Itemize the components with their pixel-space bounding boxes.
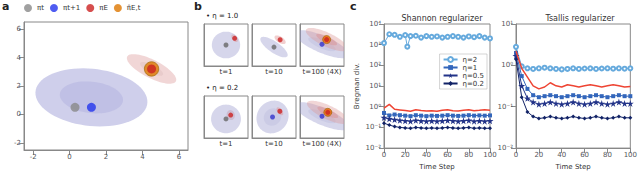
svg-text:a: a <box>2 0 9 13</box>
svg-text:10¹: 10¹ <box>369 82 381 90</box>
svg-text:20: 20 <box>534 151 543 159</box>
svg-text:t=10: t=10 <box>265 68 283 76</box>
svg-text:c: c <box>350 0 357 13</box>
svg-text:η=0.5: η=0.5 <box>463 72 484 80</box>
svg-text:80: 80 <box>603 151 612 159</box>
svg-text:60: 60 <box>580 151 589 159</box>
svg-text:2: 2 <box>104 153 108 161</box>
svg-text:t=1: t=1 <box>219 68 232 76</box>
svg-text:0: 0 <box>514 151 518 159</box>
svg-text:6: 6 <box>17 25 22 33</box>
svg-text:100: 100 <box>483 151 496 159</box>
svg-text:0: 0 <box>382 151 386 159</box>
svg-text:4: 4 <box>17 54 22 62</box>
svg-text:60: 60 <box>443 151 452 159</box>
svg-text:100: 100 <box>624 151 637 159</box>
svg-text:10¹: 10¹ <box>501 20 513 28</box>
svg-text:20: 20 <box>401 151 410 159</box>
svg-text:Time Step: Time Step <box>555 163 592 171</box>
svg-text:πt+1: πt+1 <box>63 4 80 12</box>
svg-text:Shannon regularizer: Shannon regularizer <box>402 14 484 23</box>
svg-text:10⁰: 10⁰ <box>501 61 513 69</box>
svg-text:Time Step: Time Step <box>418 163 455 171</box>
svg-text:10⁻²: 10⁻² <box>366 144 382 152</box>
svg-text:10⁻¹: 10⁻¹ <box>366 123 382 131</box>
svg-text:-2: -2 <box>14 139 21 147</box>
svg-text:0: 0 <box>67 153 71 161</box>
svg-text:10⁻¹: 10⁻¹ <box>498 103 514 111</box>
svg-text:η=0.2: η=0.2 <box>463 80 484 88</box>
svg-text:π̄E,t: π̄E,t <box>127 4 141 12</box>
svg-text:6: 6 <box>177 153 182 161</box>
svg-text:10⁰: 10⁰ <box>369 103 381 111</box>
svg-text:10³: 10³ <box>369 41 381 49</box>
svg-text:-2: -2 <box>30 153 37 161</box>
svg-text:40: 40 <box>557 151 566 159</box>
svg-text:t=1: t=1 <box>219 140 232 148</box>
svg-text:Bregman div.: Bregman div. <box>353 63 361 109</box>
svg-text:10²: 10² <box>369 61 381 69</box>
svg-text:0: 0 <box>17 110 21 118</box>
svg-text:t=10: t=10 <box>265 140 283 148</box>
svg-text:2: 2 <box>17 82 21 90</box>
svg-text:t=100 (4X): t=100 (4X) <box>303 140 342 148</box>
svg-text:πE: πE <box>99 4 108 12</box>
svg-text:10⁴: 10⁴ <box>369 20 381 28</box>
svg-text:t=100 (4X): t=100 (4X) <box>303 68 342 76</box>
svg-text:• η = 0.2: • η = 0.2 <box>206 84 238 92</box>
svg-text:80: 80 <box>464 151 473 159</box>
svg-text:b: b <box>194 0 202 13</box>
svg-text:πt: πt <box>37 4 44 12</box>
svg-text:• η = 1.0: • η = 1.0 <box>206 12 238 20</box>
svg-text:10⁻²: 10⁻² <box>498 144 514 152</box>
svg-text:40: 40 <box>422 151 431 159</box>
svg-text:η=2: η=2 <box>463 56 478 64</box>
svg-text:4: 4 <box>140 153 145 161</box>
svg-text:Tsallis regularizer: Tsallis regularizer <box>544 14 615 23</box>
svg-text:η=1: η=1 <box>463 64 478 72</box>
